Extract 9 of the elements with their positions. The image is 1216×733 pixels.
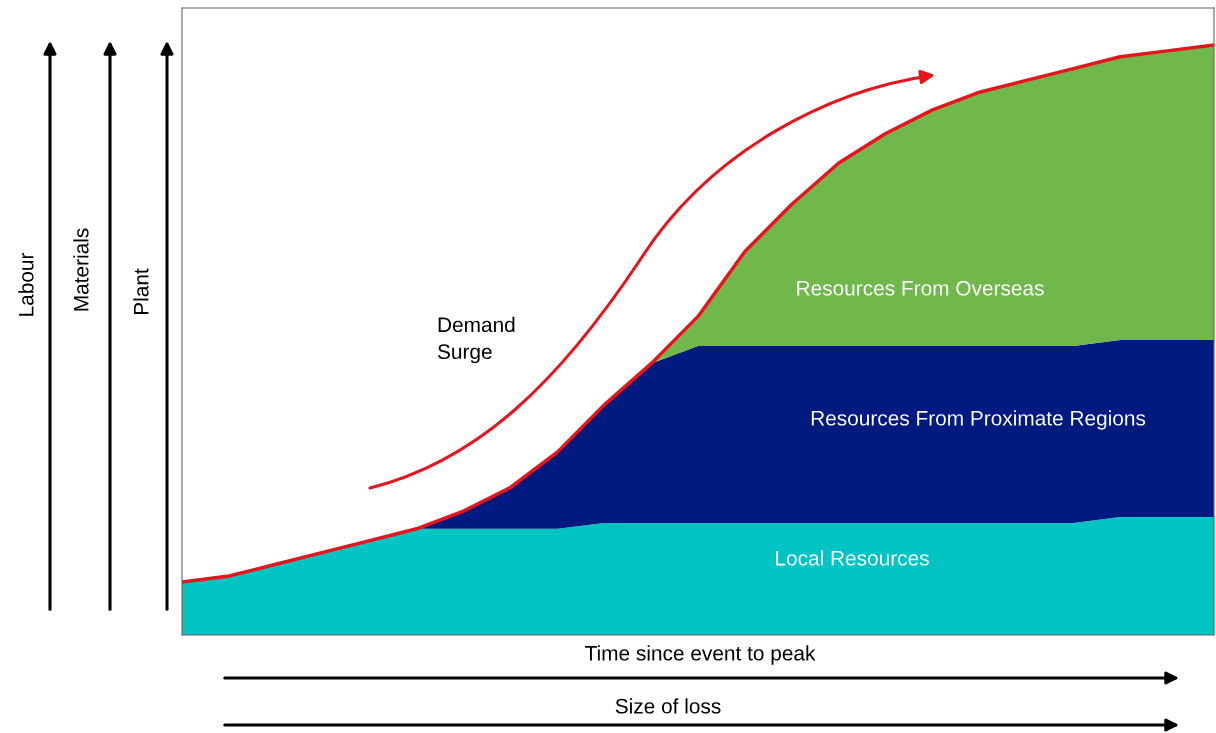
x-axis-title: Time since event to peak — [585, 645, 816, 665]
series-label: Resources From Overseas — [797, 280, 1044, 296]
text: Labour — [18, 252, 34, 316]
text: Plant — [133, 268, 149, 315]
annotation: Demand Surge — [437, 316, 515, 364]
text: Materials — [73, 228, 89, 311]
text: Size of loss — [615, 698, 721, 714]
series-label: Local Resources — [776, 550, 929, 566]
series-label: Resources From Proximate Regions — [811, 410, 1146, 430]
